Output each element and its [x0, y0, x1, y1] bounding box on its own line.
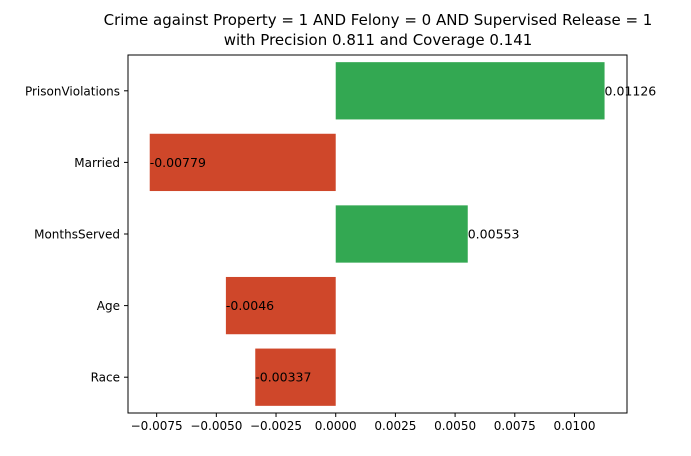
data-label-married: -0.00779	[150, 155, 206, 170]
bar-monthsserved	[335, 205, 468, 263]
chart-title-line-2: with Precision 0.811 and Coverage 0.141	[224, 31, 533, 49]
x-tick-label: 0.0050	[434, 419, 476, 433]
x-tick-label: 0.0075	[494, 419, 536, 433]
x-tick-label: −0.0050	[190, 419, 242, 433]
data-label-age: -0.0046	[226, 298, 274, 313]
chart-title-line-1: Crime against Property = 1 AND Felony = …	[104, 11, 653, 29]
bar-prisonviolations	[335, 62, 605, 120]
x-tick-label: 0.0100	[553, 419, 595, 433]
y-tick-label-age: Age	[97, 299, 120, 313]
data-label-prisonviolations: 0.01126	[605, 83, 657, 98]
x-tick-label: −0.0075	[131, 419, 183, 433]
data-label-monthsserved: 0.00553	[468, 227, 520, 242]
chart-title: Crime against Property = 1 AND Felony = …	[104, 11, 653, 49]
x-axis: −0.0075 −0.0050 −0.0025 0.0000 0.0025 0.0050 0…	[131, 413, 595, 433]
y-tick-label-race: Race	[91, 371, 120, 385]
y-axis: PrisonViolations Married MonthsServed Age Ra…	[25, 84, 128, 385]
bar-race	[255, 348, 336, 406]
bars-group	[149, 62, 605, 406]
y-tick-label-married: Married	[74, 156, 120, 170]
x-tick-label: 0.0025	[374, 419, 416, 433]
data-label-race: -0.00337	[255, 370, 311, 385]
y-tick-label-prisonviolations: PrisonViolations	[25, 84, 120, 98]
bar-married	[149, 133, 336, 192]
bar-age	[225, 276, 336, 335]
x-tick-label: 0.0000	[315, 419, 357, 433]
y-tick-label-monthsserved: MonthsServed	[34, 228, 120, 242]
data-labels-group: 0.01126 -0.00779 0.00553 -0.0046 -0.00337	[150, 83, 657, 384]
x-tick-label: −0.0025	[250, 419, 302, 433]
